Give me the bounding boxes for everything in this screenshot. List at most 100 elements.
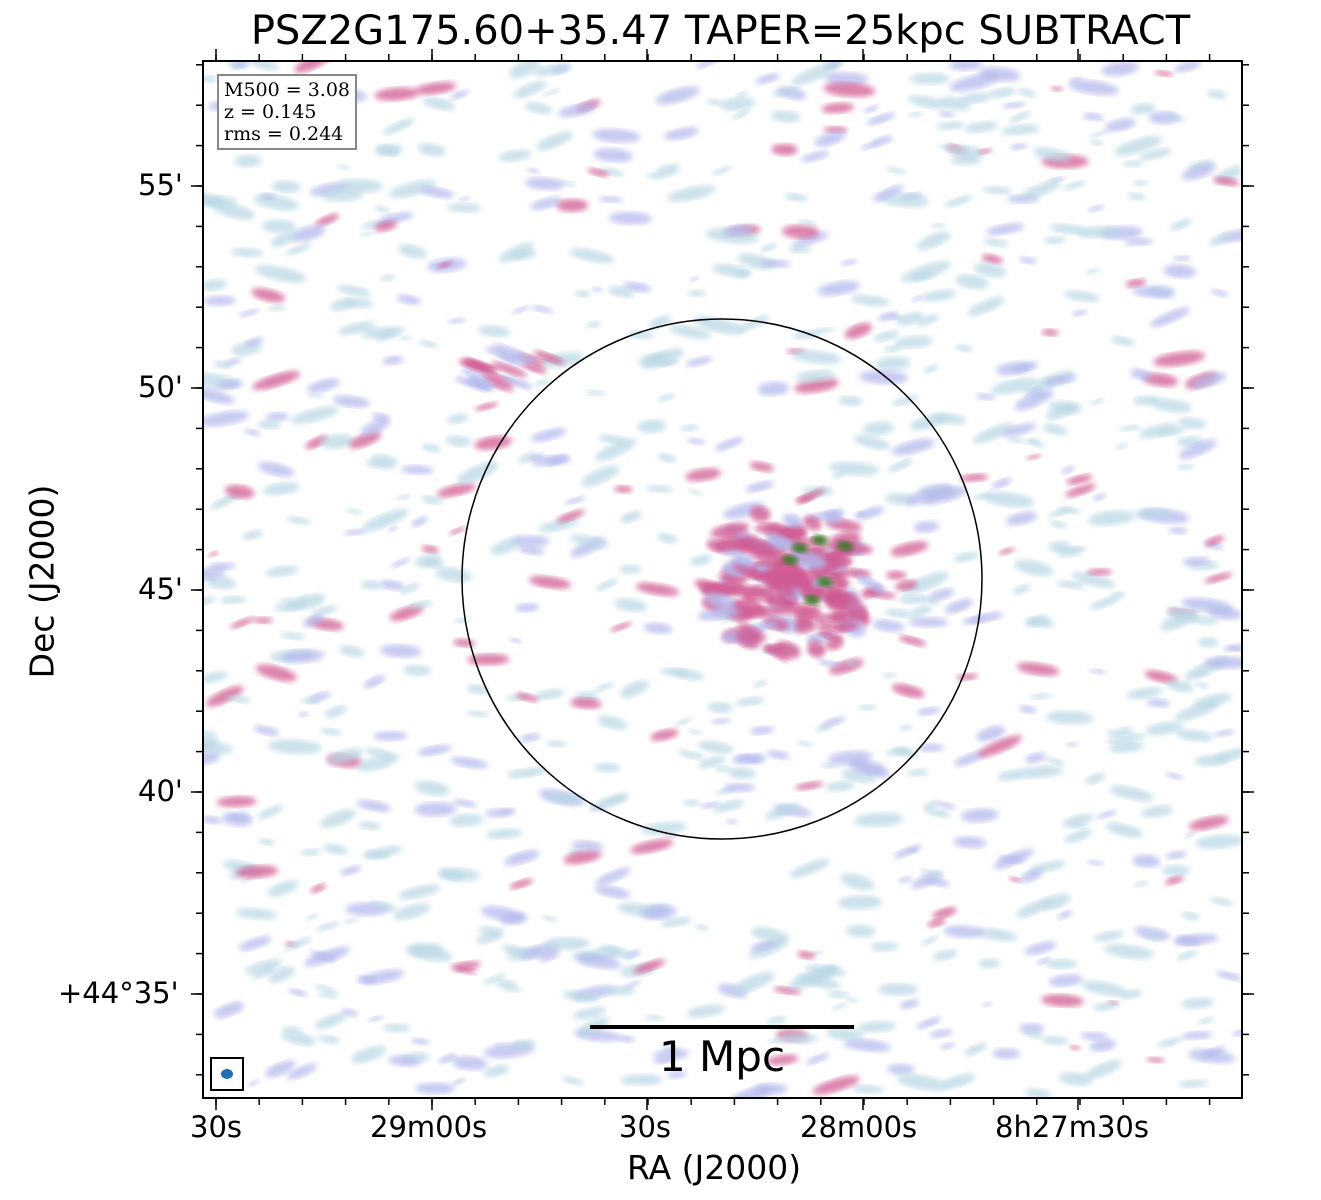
emission-blob (517, 544, 545, 555)
emission-blob (203, 295, 236, 306)
emission-blob (896, 1073, 947, 1091)
emission-blob (1165, 772, 1184, 780)
emission-blob (789, 859, 830, 878)
emission-blob (1057, 910, 1073, 920)
emission-blob (1066, 742, 1079, 747)
emission-blob (1106, 729, 1123, 738)
emission-blob (423, 559, 445, 569)
emission-blob (827, 594, 850, 603)
emission-blob (1209, 232, 1233, 246)
emission-blob (940, 1073, 976, 1089)
emission-blob (644, 1014, 664, 1021)
emission-blob (766, 750, 790, 760)
emission-blob (863, 104, 880, 113)
emission-blob (715, 437, 744, 451)
emission-blob (982, 186, 1013, 195)
emission-blob (336, 285, 372, 297)
emission-blob (270, 231, 297, 247)
emission-blob (896, 312, 925, 326)
emission-blob (652, 1048, 690, 1061)
emission-blob (824, 580, 851, 594)
emission-blob (920, 869, 942, 878)
emission-blob (711, 718, 732, 725)
emission-blob (1192, 693, 1232, 709)
emission-blob (1174, 61, 1202, 73)
emission-blob (648, 315, 672, 329)
emission-blob (450, 961, 481, 971)
emission-blob (1090, 594, 1123, 610)
emission-blob (812, 534, 828, 546)
emission-blob (603, 985, 636, 996)
emission-blob (482, 371, 515, 386)
emission-blob (608, 286, 635, 298)
emission-blob (685, 468, 721, 482)
emission-blob (696, 61, 720, 69)
emission-blob (1092, 1002, 1119, 1011)
emission-blob (1047, 507, 1073, 518)
emission-blob (749, 461, 775, 472)
emission-blob (533, 350, 565, 365)
emission-blob (1087, 860, 1104, 866)
emission-blob (826, 1027, 865, 1041)
emission-blob (899, 999, 919, 1009)
emission-blob (370, 901, 397, 912)
emission-blob (859, 369, 909, 385)
emission-blob (294, 61, 332, 73)
y-axis-label: Dec (J2000) (22, 484, 62, 679)
emission-blob (1040, 994, 1084, 1007)
emission-blob (231, 61, 250, 70)
emission-blob (733, 597, 766, 617)
emission-blob (1145, 721, 1183, 736)
emission-blob (203, 815, 222, 824)
emission-blob (840, 873, 875, 891)
emission-blob (247, 1079, 260, 1087)
emission-blob (546, 740, 568, 748)
emission-blob (515, 603, 539, 613)
emission-blob (627, 330, 654, 339)
emission-blob (590, 793, 630, 811)
emission-blob (1087, 510, 1135, 526)
emission-blob (687, 729, 703, 735)
x-tick-label: 29m00s (370, 1110, 488, 1144)
emission-blob (374, 220, 398, 232)
emission-blob (368, 1015, 384, 1022)
emission-blob (382, 118, 415, 135)
emission-blob (723, 502, 765, 519)
emission-blob (389, 605, 424, 621)
emission-blob (478, 926, 504, 937)
emission-blob (449, 526, 467, 535)
emission-blob (361, 509, 409, 532)
emission-blob (1029, 693, 1052, 700)
emission-blob (1023, 1030, 1043, 1039)
emission-blob (502, 376, 533, 390)
emission-blob (449, 89, 470, 100)
emission-blob (943, 925, 984, 938)
emission-blob (411, 1038, 430, 1045)
emission-blob (614, 598, 648, 612)
emission-blob (511, 305, 530, 314)
emission-blob (383, 1023, 411, 1033)
emission-blob (918, 743, 944, 752)
emission-blob (882, 672, 897, 679)
emission-blob (518, 452, 537, 464)
emission-blob (360, 231, 374, 237)
emission-blob (663, 127, 699, 140)
emission-blob (541, 915, 558, 922)
emission-blob (689, 554, 712, 566)
emission-blob (452, 799, 478, 808)
emission-blob (1089, 1039, 1117, 1052)
x-tick-label: 28m00s (800, 1110, 918, 1144)
emission-blob (1163, 112, 1186, 122)
emission-blob (729, 1085, 773, 1098)
emission-blob (666, 1071, 687, 1079)
emission-blob (254, 265, 307, 283)
emission-blob (878, 983, 919, 996)
emission-blob (595, 438, 637, 461)
emission-blob (244, 429, 261, 437)
emission-blob (1209, 897, 1234, 906)
emission-blob (745, 481, 774, 493)
emission-blob (593, 148, 633, 163)
emission-blob (447, 203, 481, 213)
emission-blob (320, 727, 342, 736)
emission-blob (536, 131, 573, 151)
